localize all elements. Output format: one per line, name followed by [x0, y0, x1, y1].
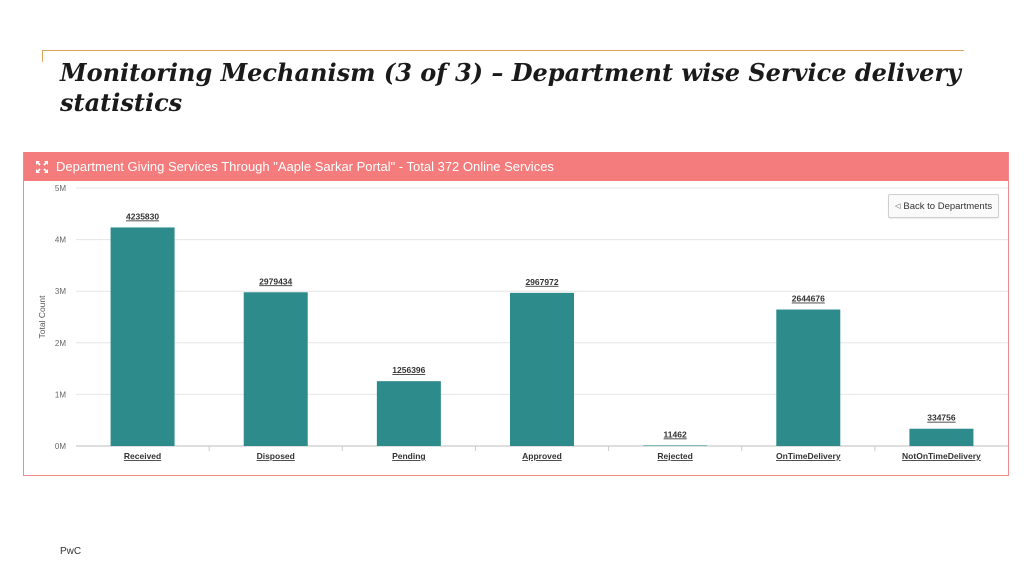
expand-icon[interactable] — [35, 160, 49, 174]
data-label: 2979434 — [259, 276, 292, 286]
bar — [376, 381, 441, 446]
bar — [110, 227, 175, 446]
data-label: 11462 — [664, 429, 687, 439]
data-label: 2644676 — [792, 294, 825, 304]
y-tick-label: 4M — [55, 236, 66, 245]
y-axis-label: Total Count — [37, 295, 47, 339]
x-tick-label: NotOnTimeDelivery — [902, 451, 981, 461]
x-tick-label: OnTimeDelivery — [776, 451, 841, 461]
x-tick-label: Rejected — [657, 451, 692, 461]
title-rule — [42, 50, 964, 51]
title-rule-tick — [42, 50, 43, 62]
y-tick-label: 2M — [55, 339, 66, 348]
bar — [909, 428, 974, 446]
x-tick-label: Approved — [522, 451, 562, 461]
y-tick-label: 3M — [55, 287, 66, 296]
bar-chart: 0M 1M 2M 3M 4M 5M Total Count 4235830 Received 29… — [37, 184, 1008, 461]
bar — [643, 445, 708, 446]
data-label: 1256396 — [392, 365, 425, 375]
x-tick-label: Pending — [392, 451, 426, 461]
x-tick-label: Received — [124, 451, 161, 461]
triangle-left-icon: ◁ — [895, 203, 901, 210]
panel-header: Department Giving Services Through "Aapl… — [24, 152, 1008, 181]
x-tick-label: Disposed — [257, 451, 295, 461]
panel-title: Department Giving Services Through "Aapl… — [56, 159, 554, 174]
bar — [243, 292, 308, 446]
data-label: 334756 — [927, 413, 956, 423]
footer-brand: PwC — [60, 546, 82, 557]
chart-panel: Department Giving Services Through "Aapl… — [23, 152, 1009, 476]
y-tick-label: 5M — [55, 184, 66, 193]
slide-title: Monitoring Mechanism (3 of 3) – Departme… — [60, 58, 961, 117]
back-button-label: Back to Departments — [903, 200, 993, 212]
y-tick-label: 0M — [55, 442, 66, 451]
bar — [510, 292, 574, 446]
data-label: 2967972 — [525, 277, 558, 287]
y-tick-label: 1M — [55, 390, 66, 399]
data-label: 4235830 — [126, 211, 159, 221]
back-to-departments-button[interactable]: ◁ Back to Departments — [888, 194, 1000, 218]
bar — [776, 309, 841, 446]
